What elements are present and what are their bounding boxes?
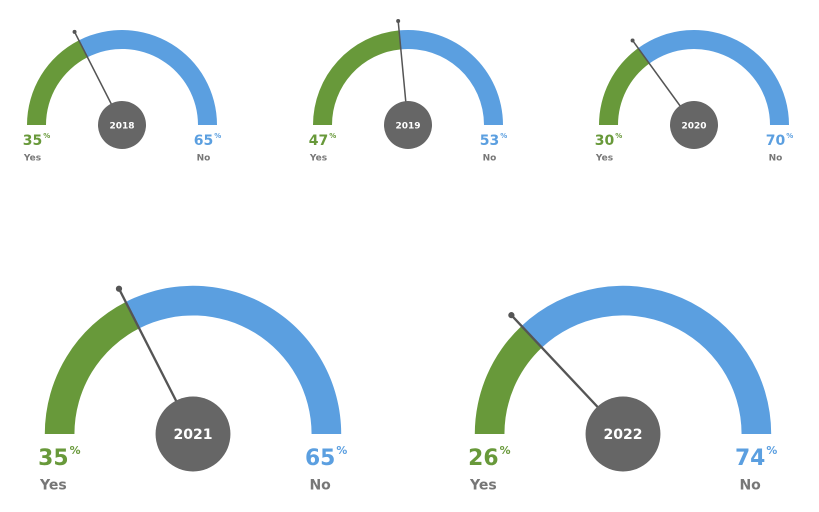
gauge-title: 2018: [109, 122, 134, 132]
value-unit: %: [500, 444, 511, 457]
gauge-segment: [313, 30, 401, 125]
gauge-segment: [78, 29, 217, 125]
needle-tip: [630, 38, 635, 43]
gauge-segment: [125, 285, 342, 434]
value-label: 65: [194, 133, 213, 149]
value-label: 26: [468, 446, 498, 471]
category-label: No: [739, 477, 761, 493]
value-label: 30: [595, 133, 615, 149]
value-unit: %: [214, 132, 221, 140]
needle-tip: [508, 312, 515, 319]
needle-tip: [72, 29, 77, 34]
hub: [585, 396, 661, 472]
category-label: No: [483, 154, 497, 164]
category-label: No: [197, 154, 211, 164]
needle-tip: [396, 18, 401, 23]
gauge-segment: [599, 48, 650, 125]
category-label: Yes: [469, 477, 497, 493]
value-unit: %: [329, 132, 336, 140]
needle-tip: [115, 285, 123, 292]
category-label: Yes: [595, 154, 613, 164]
hub: [98, 101, 146, 149]
gauge-title: 2021: [173, 427, 212, 443]
value-unit: %: [786, 132, 793, 140]
category-label: Yes: [23, 154, 41, 164]
gauge-segment: [638, 29, 789, 125]
category-label: No: [309, 477, 331, 493]
value-unit: %: [43, 132, 50, 140]
value-label: 65: [305, 446, 335, 471]
value-unit: %: [70, 444, 81, 457]
gauge-title: 2022: [603, 427, 642, 443]
value-unit: %: [500, 132, 507, 140]
gauge-segment: [27, 40, 88, 125]
value-label: 35: [38, 446, 68, 471]
gauge-segment: [521, 285, 772, 434]
value-unit: %: [336, 444, 347, 457]
value-label: 70: [766, 133, 786, 149]
hub: [384, 101, 432, 149]
gauge-title: 2020: [681, 122, 706, 132]
gauge-title: 2019: [395, 122, 420, 132]
value-label: 47: [309, 133, 328, 149]
value-unit: %: [766, 444, 777, 457]
category-label: Yes: [39, 477, 67, 493]
hub: [155, 396, 231, 472]
value-label: 35: [23, 133, 42, 149]
value-unit: %: [615, 132, 622, 140]
value-label: 74: [735, 446, 765, 471]
category-label: No: [769, 154, 783, 164]
value-label: 53: [480, 133, 499, 149]
hub: [670, 101, 718, 149]
gauge-segment: [399, 30, 503, 126]
gauge-segment: [474, 325, 542, 434]
gauge-segment: [44, 301, 140, 434]
category-label: Yes: [309, 154, 327, 164]
